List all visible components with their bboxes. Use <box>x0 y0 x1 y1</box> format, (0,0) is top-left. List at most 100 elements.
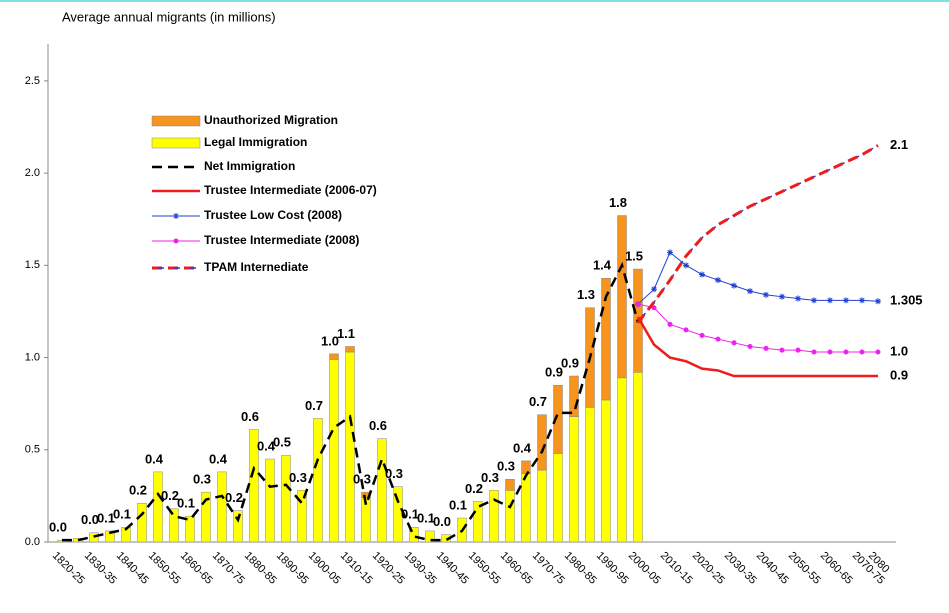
y-tick-label: 2.5 <box>25 75 40 87</box>
bar-label: 0.4 <box>257 438 276 453</box>
marker-star <box>779 293 785 300</box>
bar-label: 0.4 <box>145 451 164 466</box>
marker-star <box>651 286 657 293</box>
line <box>637 303 878 353</box>
x-tick-label: 1980-85 <box>562 550 599 587</box>
marker-dot <box>699 332 705 338</box>
marker-dot <box>859 349 865 355</box>
x-tick-label: 2050-55 <box>786 550 823 587</box>
bar-legal <box>329 359 339 543</box>
bar-legal <box>505 490 515 543</box>
bar-unauthorized <box>617 215 627 379</box>
bar-label: 0.4 <box>209 451 228 466</box>
bar-label: 1.8 <box>609 195 627 210</box>
marker-dot <box>683 327 689 333</box>
marker-star <box>683 262 689 269</box>
legend-marker <box>173 238 179 244</box>
bar-label: 1.5 <box>625 248 643 263</box>
bar-label: 0.0 <box>49 520 67 535</box>
bar-label: 0.9 <box>545 365 563 380</box>
bar-label: 0.3 <box>481 470 499 485</box>
bar-legal <box>297 490 307 543</box>
bar-label: 0.7 <box>529 394 547 409</box>
bar-unauthorized <box>569 375 579 417</box>
bar-label: 0.3 <box>497 459 515 474</box>
marker-star <box>699 271 705 278</box>
line <box>62 261 640 542</box>
y-tick-label: 1.0 <box>25 351 40 363</box>
bar-legal <box>201 491 211 543</box>
bar-legal <box>377 438 387 543</box>
bar-legal <box>521 473 531 543</box>
bar-legal <box>169 508 179 543</box>
bar-label: 0.6 <box>241 409 259 424</box>
bar-label: 0.1 <box>449 497 467 512</box>
x-tick-label: 1900-05 <box>306 550 343 587</box>
bar-label: 1.1 <box>337 326 355 341</box>
marker-dot <box>667 321 673 327</box>
x-tick-label: 2030-35 <box>722 550 759 587</box>
x-tick-label: 1970-75 <box>530 550 567 587</box>
bar-label: 0.1 <box>177 496 195 511</box>
x-tick-label: 1960-65 <box>498 550 535 587</box>
bar-label: 0.7 <box>305 398 323 413</box>
bar-unauthorized <box>345 346 355 353</box>
marker-dot <box>779 347 785 353</box>
end-label: 0.9 <box>890 367 908 382</box>
legend-swatch <box>151 137 201 149</box>
bar-label: 0.2 <box>225 490 243 505</box>
x-tick-label: 1880-85 <box>242 550 279 587</box>
x-tick-label: 1860-65 <box>178 550 215 587</box>
marker-dot <box>811 349 817 355</box>
marker-star <box>843 297 849 304</box>
marker-dot <box>635 301 641 307</box>
bar-label: 0.1 <box>97 510 115 525</box>
bar-legal <box>409 526 419 543</box>
legend-marker <box>173 213 179 219</box>
x-tick-label: 1850-55 <box>146 550 183 587</box>
bar-legal <box>313 418 323 543</box>
x-tick-label: 2040-45 <box>754 550 791 587</box>
bar-label: 0.1 <box>113 507 131 522</box>
marker-dot <box>651 305 657 311</box>
bar-legal <box>137 503 147 543</box>
x-tick-label: 1830-35 <box>82 550 119 587</box>
x-tick-label: 2000-05 <box>626 550 663 587</box>
end-label: 2.1 <box>890 137 908 152</box>
x-tick-label: 1840-45 <box>114 550 151 587</box>
marker-star <box>747 288 753 295</box>
marker-star <box>763 291 769 298</box>
bar-unauthorized <box>553 384 563 454</box>
x-tick-label: 1940-45 <box>434 550 471 587</box>
x-tick-label: 1890-95 <box>274 550 311 587</box>
bar-label: 0.1 <box>401 507 419 522</box>
y-tick-label: 1.5 <box>25 259 40 271</box>
marker-dot <box>795 347 801 353</box>
marker-dot <box>763 345 769 351</box>
bar-legal <box>393 486 403 543</box>
x-tick-label: 2020-25 <box>690 550 727 587</box>
bar-legal <box>153 471 163 543</box>
marker-dot <box>843 349 849 355</box>
line-tpam <box>636 144 879 324</box>
bar-label: 0.1 <box>417 510 435 525</box>
marker-star <box>715 277 721 284</box>
bar-label: 0.5 <box>273 435 291 450</box>
legend-label: Trustee Intermediate (2006-07) <box>204 183 377 197</box>
end-label: 1.0 <box>890 343 908 358</box>
legend-label: Trustee Low Cost (2008) <box>204 208 342 222</box>
bar-legal <box>585 407 595 543</box>
bar-label: 0.6 <box>369 418 387 433</box>
bar-legal <box>489 490 499 543</box>
x-tick-label: 1910-15 <box>338 550 375 587</box>
marker-dot <box>747 343 753 349</box>
bar-legal <box>601 399 611 543</box>
bar-label: 1.0 <box>321 333 339 348</box>
bar-legal <box>105 530 115 543</box>
marker-dot <box>875 349 881 355</box>
line <box>636 316 878 378</box>
end-label: 1.305 <box>890 293 923 308</box>
bar-label: 0.0 <box>81 512 99 527</box>
bar-legal <box>553 453 563 543</box>
